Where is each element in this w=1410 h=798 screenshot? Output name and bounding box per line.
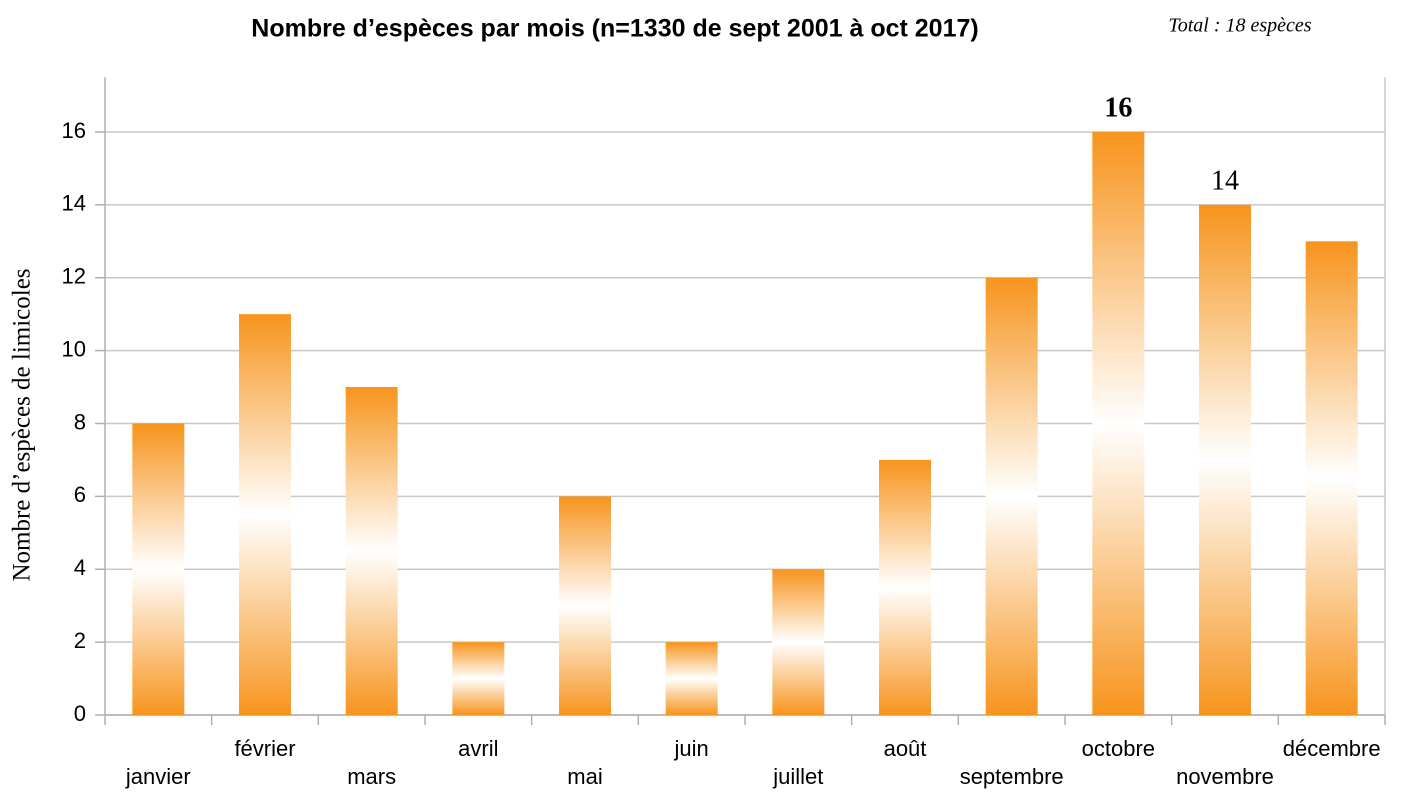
- x-tick-label: mars: [347, 764, 396, 789]
- y-axis-label: Nombre d’espèces de limicoles: [9, 268, 36, 581]
- x-tick-label: juillet: [772, 764, 823, 789]
- y-tick-label: 6: [74, 482, 86, 507]
- y-tick-label: 14: [62, 191, 86, 216]
- y-tick-label: 8: [74, 409, 86, 434]
- y-tick-label: 0: [74, 701, 86, 726]
- bar: [665, 642, 718, 715]
- chart-title: Nombre d’espèces par mois (n=1330 de sep…: [251, 15, 978, 43]
- bar: [239, 314, 291, 715]
- bar: [1092, 131, 1145, 715]
- bar: [132, 423, 185, 715]
- bar: [559, 496, 611, 715]
- x-tick-label: février: [234, 736, 295, 761]
- x-tick-label: avril: [458, 736, 498, 761]
- bar: [1199, 204, 1251, 715]
- bar: [985, 277, 1038, 715]
- bar: [879, 459, 931, 715]
- bar: [452, 642, 505, 715]
- data-label: 16: [1104, 92, 1132, 123]
- bar: [772, 569, 825, 715]
- chart-subtitle: Total : 18 espèces: [1168, 15, 1311, 37]
- x-tick-label: mai: [567, 764, 602, 789]
- x-tick-label: octobre: [1082, 736, 1155, 761]
- y-tick-label: 16: [62, 118, 86, 143]
- y-tick-label: 4: [74, 555, 86, 580]
- data-label: 14: [1211, 165, 1239, 196]
- y-tick-label: 12: [62, 264, 86, 289]
- x-tick-label: septembre: [960, 764, 1064, 789]
- x-tick-label: août: [884, 736, 927, 761]
- x-tick-label: juin: [674, 736, 709, 761]
- y-tick-label: 2: [74, 628, 86, 653]
- bar: [345, 387, 398, 715]
- bar: [1305, 241, 1358, 715]
- x-tick-label: décembre: [1283, 736, 1381, 761]
- x-tick-label: novembre: [1176, 764, 1274, 789]
- y-tick-label: 10: [62, 336, 86, 361]
- x-tick-label: janvier: [125, 764, 191, 789]
